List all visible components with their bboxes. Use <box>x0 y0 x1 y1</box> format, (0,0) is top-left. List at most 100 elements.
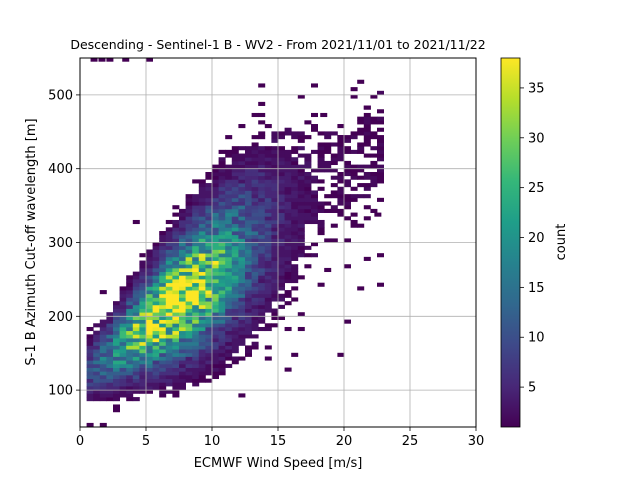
heatmap-cell <box>337 149 345 154</box>
heatmap-cell <box>212 216 219 221</box>
heatmap-cell <box>291 234 299 239</box>
heatmap-cell <box>297 219 305 225</box>
heatmap-cell <box>185 330 193 335</box>
heatmap-cell <box>93 371 101 376</box>
heatmap-cell <box>284 205 292 210</box>
heatmap-cell <box>113 338 120 343</box>
heatmap-cell <box>179 260 186 265</box>
heatmap-cell <box>192 338 200 343</box>
heatmap-cell <box>192 249 200 254</box>
heatmap-cell <box>264 245 272 250</box>
heatmap-cell <box>344 183 351 188</box>
heatmap-cell <box>218 279 226 284</box>
heatmap-cell <box>357 127 365 132</box>
heatmap-cell <box>165 360 173 365</box>
heatmap-cell <box>179 234 186 239</box>
heatmap-cell <box>357 79 365 84</box>
heatmap-cell <box>377 175 384 180</box>
heatmap-cell <box>344 146 351 151</box>
heatmap-cell <box>258 312 266 317</box>
heatmap-cell <box>152 271 160 276</box>
heatmap-cell <box>258 271 266 276</box>
heatmap-cell <box>132 374 140 380</box>
heatmap-cell <box>192 194 200 199</box>
heatmap-cell <box>192 216 200 221</box>
heatmap-cell <box>225 260 233 265</box>
heatmap-cell <box>212 275 219 280</box>
heatmap-cell <box>231 179 239 184</box>
heatmap-cell <box>192 374 200 380</box>
heatmap-cell <box>271 315 279 320</box>
heatmap-cell <box>159 326 167 332</box>
heatmap-cell <box>245 183 252 188</box>
heatmap-cell <box>311 112 318 118</box>
x-tick-label: 0 <box>76 434 84 449</box>
heatmap-cell <box>311 168 318 173</box>
heatmap-cell <box>179 334 186 339</box>
heatmap-cell <box>146 279 153 284</box>
heatmap-cell <box>271 160 279 166</box>
heatmap-cell <box>258 326 266 332</box>
heatmap-cell <box>106 330 114 335</box>
heatmap-cell <box>179 378 186 383</box>
heatmap-cell <box>245 304 252 309</box>
heatmap-cell <box>165 260 173 265</box>
heatmap-cell <box>172 378 180 383</box>
heatmap-cell <box>205 312 213 317</box>
heatmap-cell <box>192 264 200 269</box>
heatmap-cell <box>324 164 332 169</box>
heatmap-cell <box>205 186 213 191</box>
heatmap-cell <box>225 168 233 173</box>
heatmap-cell <box>264 304 272 309</box>
heatmap-cell <box>370 120 378 125</box>
heatmap-cell <box>297 171 305 177</box>
heatmap-cell <box>297 312 305 317</box>
heatmap-cell <box>278 275 285 280</box>
heatmap-cell <box>198 190 206 195</box>
heatmap-cell <box>172 338 180 343</box>
heatmap-cell <box>297 326 305 332</box>
heatmap-cell <box>205 352 213 357</box>
heatmap-cell <box>165 297 173 302</box>
heatmap-cell <box>231 212 239 217</box>
heatmap-cell <box>126 334 134 339</box>
heatmap-cell <box>99 360 107 365</box>
heatmap-cell <box>139 374 147 380</box>
heatmap-cell <box>304 219 312 225</box>
heatmap-cell <box>271 135 279 140</box>
heatmap-cell <box>106 349 114 354</box>
heatmap-cell <box>86 349 94 354</box>
heatmap-cell <box>225 219 233 225</box>
heatmap-cell <box>284 179 292 184</box>
heatmap-cell <box>192 293 200 298</box>
heatmap-cell <box>119 345 127 350</box>
heatmap-cell <box>119 286 127 291</box>
heatmap-cell <box>198 349 206 354</box>
heatmap-cell <box>212 290 219 295</box>
heatmap-cell <box>172 304 180 309</box>
heatmap-cell <box>126 326 134 332</box>
heatmap-cell <box>99 323 107 328</box>
heatmap-cell <box>297 275 305 280</box>
heatmap-cell <box>165 253 173 258</box>
heatmap-cell <box>363 138 371 143</box>
heatmap-cell <box>218 352 226 357</box>
heatmap-cell <box>198 186 206 191</box>
heatmap-cell <box>113 308 120 313</box>
heatmap-cell <box>86 345 94 350</box>
heatmap-cell <box>146 315 153 320</box>
heatmap-cell <box>231 323 239 328</box>
heatmap-cell <box>231 149 239 154</box>
heatmap-cell <box>231 326 239 332</box>
heatmap-cell <box>119 393 127 398</box>
heatmap-cell <box>218 312 226 317</box>
heatmap-cell <box>284 212 292 217</box>
heatmap-cell <box>258 201 266 206</box>
heatmap-cell <box>205 197 213 202</box>
heatmap-cell <box>119 334 127 339</box>
heatmap-cell <box>113 341 120 346</box>
heatmap-cell <box>132 352 140 357</box>
heatmap-cell <box>324 208 332 213</box>
heatmap-cell <box>126 349 134 354</box>
heatmap-cell <box>192 279 200 284</box>
